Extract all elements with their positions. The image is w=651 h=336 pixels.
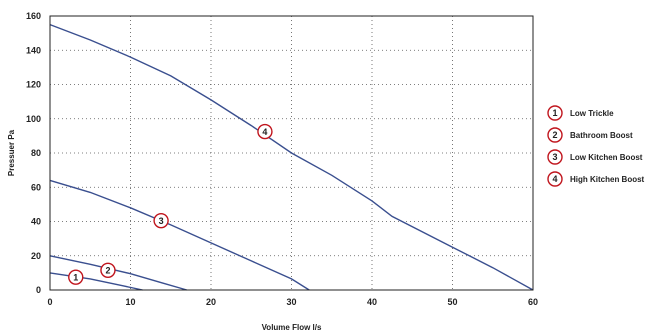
series-line-1 (49, 272, 143, 291)
legend-marker-circle (547, 127, 563, 143)
legend-marker-circle (547, 171, 563, 187)
legend-marker-number: 3 (552, 152, 557, 162)
legend-item-4: 4 High Kitchen Boost (547, 171, 645, 187)
marker-circle (257, 123, 273, 140)
legend: 1 Low Trickle 2 Bathroom Boost 3 Low Kitchen … (547, 105, 645, 187)
marker-number: 3 (159, 216, 164, 226)
marker-circle (100, 262, 116, 279)
series-markers: 1 2 3 4 (68, 123, 273, 285)
series-marker-3: 3 (153, 212, 169, 229)
legend-item-2: 2 Bathroom Boost (547, 127, 633, 143)
legend-marker-circle (547, 105, 563, 121)
marker-circle (153, 212, 169, 229)
y-tick-label: 0 (36, 285, 41, 295)
series-marker-1: 1 (68, 269, 84, 285)
grid (50, 16, 533, 290)
series-line-3 (49, 179, 310, 291)
y-axis-label: Pressuer Pa (7, 129, 16, 176)
x-tick-label: 0 (47, 297, 52, 307)
legend-marker-number: 2 (552, 130, 557, 140)
series-marker-2: 2 (100, 262, 116, 279)
legend-marker-circle (547, 149, 563, 165)
legend-label: Bathroom Boost (570, 131, 633, 140)
x-tick-label: 20 (206, 297, 216, 307)
marker-number: 1 (73, 272, 78, 282)
legend-marker-number: 1 (552, 108, 557, 118)
x-tick-label: 30 (286, 297, 296, 307)
legend-label: Low Trickle (570, 109, 614, 118)
x-tick-label: 10 (125, 297, 135, 307)
y-tick-label: 100 (26, 114, 41, 124)
series-lines (49, 23, 534, 291)
y-tick-label: 60 (31, 182, 41, 192)
legend-item-3: 3 Low Kitchen Boost (547, 149, 643, 165)
y-tick-label: 40 (31, 217, 41, 227)
x-tick-label: 50 (447, 297, 457, 307)
tick-labels: 0 10 20 30 40 50 60 0 20 40 60 80 100 120 140 160 (26, 11, 538, 307)
y-tick-label: 80 (31, 148, 41, 158)
plot-frame (49, 15, 534, 291)
legend-label: High Kitchen Boost (570, 175, 645, 184)
legend-marker-number: 4 (552, 174, 557, 184)
y-tick-label: 20 (31, 251, 41, 261)
y-tick-label: 160 (26, 11, 41, 21)
marker-circle (68, 269, 84, 285)
marker-number: 4 (262, 127, 267, 137)
y-tick-label: 140 (26, 45, 41, 55)
series-line-2 (49, 255, 187, 291)
x-tick-label: 40 (367, 297, 377, 307)
marker-number: 2 (105, 266, 110, 276)
series-line-4 (49, 23, 534, 291)
x-axis-label: Volume Flow l/s (262, 323, 322, 332)
x-tick-label: 60 (528, 297, 538, 307)
y-tick-label: 120 (26, 80, 41, 90)
legend-label: Low Kitchen Boost (570, 153, 643, 162)
legend-item-1: 1 Low Trickle (547, 105, 614, 121)
series-marker-4: 4 (257, 123, 273, 140)
